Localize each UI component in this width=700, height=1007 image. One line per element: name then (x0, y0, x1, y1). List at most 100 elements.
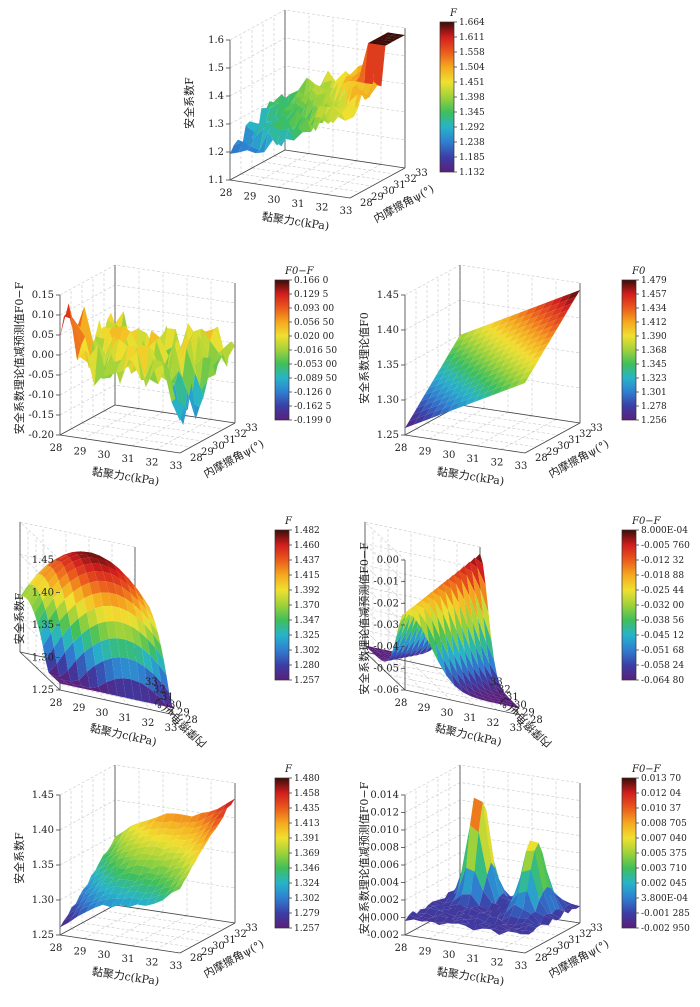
surface-facet (445, 903, 459, 911)
colorbar (621, 279, 637, 421)
y-tick-label: 29 (522, 707, 535, 718)
surface-facet (491, 329, 504, 339)
surface-facet (293, 109, 306, 131)
surface-facet (132, 826, 146, 835)
surface-facet (473, 392, 487, 403)
surface-facet (114, 678, 126, 698)
surface-facet (139, 865, 153, 876)
surface-facet (498, 924, 512, 930)
colorbar-tick-label: 1.611 (459, 33, 485, 43)
surface-facet (498, 372, 512, 383)
surface-facet (468, 378, 481, 389)
surface-facet (213, 326, 227, 361)
surface-facet (31, 573, 43, 586)
surface-facet (458, 908, 472, 916)
surface-facet (470, 681, 482, 695)
surface-facet (428, 901, 442, 906)
surface-facet (92, 592, 104, 609)
surface-facet (87, 665, 99, 688)
z-tick-label: 1.25 (32, 930, 54, 941)
surface-facet (507, 928, 520, 930)
surface-facet (455, 388, 469, 399)
surface-facet (45, 598, 57, 621)
surface-facet (444, 351, 457, 362)
surface-facet (493, 359, 506, 370)
surface-facet (111, 573, 123, 588)
surface-facet (42, 589, 54, 610)
surface-facet (141, 595, 153, 614)
surface-facet (471, 362, 484, 373)
surface-facet (78, 612, 90, 635)
surface-facet (315, 112, 329, 132)
surface-facet (171, 881, 184, 893)
grid-line (70, 428, 192, 448)
colorbar-tick-label: 1.434 (641, 304, 667, 314)
surface-facet (511, 372, 525, 383)
surface-facet (376, 36, 389, 41)
surface-facet (323, 70, 337, 83)
surface-facet (107, 312, 120, 340)
surface-facet (103, 844, 116, 856)
surface-facet (453, 574, 465, 600)
surface-facet (76, 652, 88, 681)
surface-facet (442, 583, 454, 607)
surface-facet (183, 383, 196, 425)
grid-line (81, 422, 203, 442)
surface-facet (495, 696, 507, 702)
surface-facet (113, 583, 125, 599)
surface-facet (259, 125, 273, 150)
surface-facet (505, 339, 518, 350)
y-tick-label: 33 (415, 168, 428, 179)
surface-facet (430, 408, 444, 419)
y-tick-label: 33 (590, 923, 603, 934)
surface-facet (526, 840, 539, 852)
grid-line (426, 922, 548, 942)
surface-facet (526, 326, 539, 337)
surface-facet (67, 902, 81, 916)
surface-facet (404, 613, 416, 644)
y-tick-label: 32 (234, 429, 247, 440)
surface-facet (65, 682, 77, 688)
surface-facet (451, 919, 465, 924)
surface-facet (39, 582, 51, 601)
surface-facet (347, 76, 360, 82)
x-tick-label: 28 (220, 188, 233, 199)
surface-facet (439, 405, 452, 416)
surface-facet (64, 592, 76, 612)
surface-facet (80, 306, 93, 368)
surface-facet (230, 142, 243, 154)
surface-facet (31, 593, 43, 614)
grid-line (301, 160, 358, 192)
surface-facet (407, 604, 419, 613)
surface-facet (486, 693, 498, 700)
surface-facet (102, 898, 116, 908)
colorbar-tick-label: 0.093 00 (294, 304, 334, 314)
surface-facet (154, 828, 168, 836)
z-tick-label: -0.02 (373, 598, 399, 609)
surface-facet (141, 821, 154, 832)
surface-facet (538, 316, 552, 327)
y-tick-label: 29 (546, 947, 559, 958)
surface-facet (115, 891, 128, 899)
y-tick-label: 29 (177, 707, 190, 718)
grid-line (448, 410, 570, 430)
colorbar-tick-label: 8.000E-04 (641, 526, 688, 536)
colorbar-tick-label: -0.025 44 (641, 586, 684, 596)
surface-facet (433, 910, 447, 917)
surface-facet (70, 576, 82, 592)
surface-facet (480, 359, 493, 369)
surface-facet (408, 411, 422, 422)
colorbar-tick-label: 1.324 (294, 879, 320, 889)
surface-facet (431, 591, 443, 614)
axis-edge (404, 689, 521, 716)
surface-facet (476, 695, 488, 702)
colorbar-tick-label: -0.162 5 (294, 402, 332, 412)
surface-facet (474, 557, 486, 586)
surface-facet (462, 907, 476, 912)
surface-facet (206, 814, 219, 829)
surface-facet (111, 831, 124, 846)
surface-facet (37, 609, 49, 634)
surface-facet (464, 385, 477, 396)
surface-facet (70, 618, 82, 643)
surface-facet (420, 391, 434, 402)
